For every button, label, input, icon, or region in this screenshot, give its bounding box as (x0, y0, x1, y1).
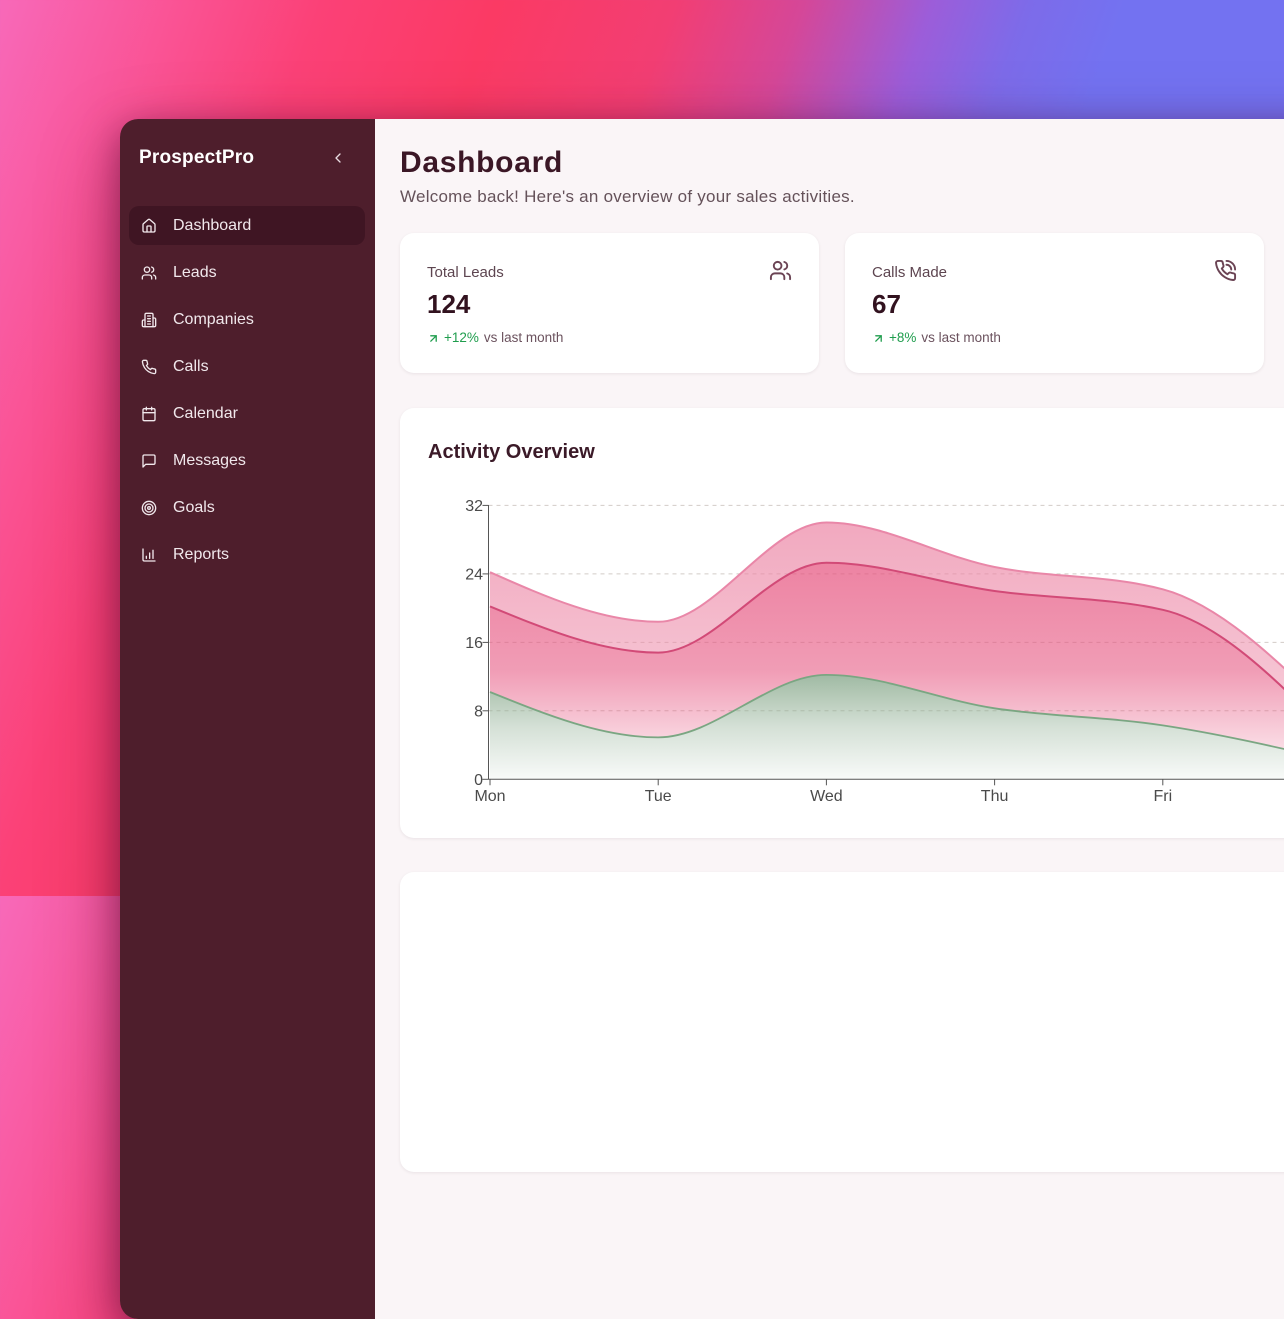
svg-text:Fri: Fri (1153, 788, 1172, 805)
svg-text:Thu: Thu (981, 788, 1009, 805)
svg-text:24: 24 (465, 567, 483, 584)
svg-text:Wed: Wed (810, 788, 843, 805)
svg-text:Mon: Mon (474, 788, 505, 805)
svg-text:16: 16 (465, 635, 483, 652)
svg-text:0: 0 (474, 772, 483, 789)
svg-text:8: 8 (474, 703, 483, 720)
svg-text:Tue: Tue (645, 788, 672, 805)
svg-text:32: 32 (465, 498, 483, 515)
